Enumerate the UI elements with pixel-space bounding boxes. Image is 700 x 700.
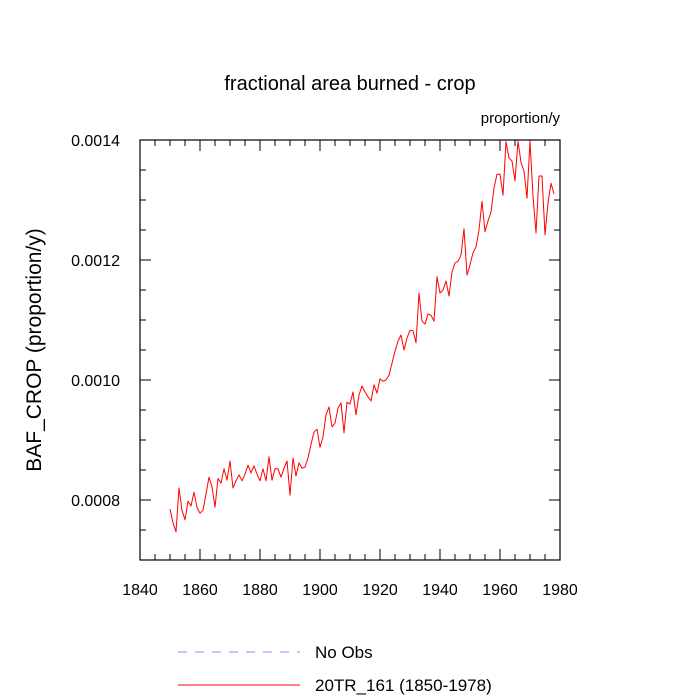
series-line — [169, 140, 555, 533]
x-axis-tick-labels: 1840 1860 1880 1900 1920 1940 1960 1980 — [122, 582, 578, 599]
units-label: proportion/y — [481, 110, 561, 127]
x-tick-label: 1840 — [122, 582, 158, 599]
plot-frame — [139, 139, 561, 561]
x-axis-ticks — [139, 140, 561, 560]
legend-label-no-obs: No Obs — [315, 643, 373, 662]
series-layer — [169, 140, 555, 533]
x-tick-label: 1900 — [302, 582, 338, 599]
x-tick-label: 1940 — [422, 582, 458, 599]
x-tick-label: 1980 — [542, 582, 578, 599]
y-tick-label: 0.0014 — [71, 133, 120, 150]
legend-label-series: 20TR_161 (1850-1978) — [315, 676, 492, 695]
legend: No Obs 20TR_161 (1850-1978) — [178, 643, 492, 695]
y-tick-label: 0.0008 — [71, 493, 120, 510]
x-tick-label: 1880 — [242, 582, 278, 599]
y-tick-label: 0.0010 — [71, 373, 120, 390]
x-tick-label: 1920 — [362, 582, 398, 599]
chart-title: fractional area burned - crop — [224, 73, 475, 95]
y-axis-ticks — [140, 139, 560, 561]
y-tick-label: 0.0012 — [71, 253, 120, 270]
x-tick-label: 1860 — [182, 582, 218, 599]
y-axis-label: BAF_CROP (proportion/y) — [23, 228, 46, 472]
y-axis-tick-labels: 0.0008 0.0010 0.0012 0.0014 — [71, 133, 120, 510]
x-tick-label: 1960 — [482, 582, 518, 599]
